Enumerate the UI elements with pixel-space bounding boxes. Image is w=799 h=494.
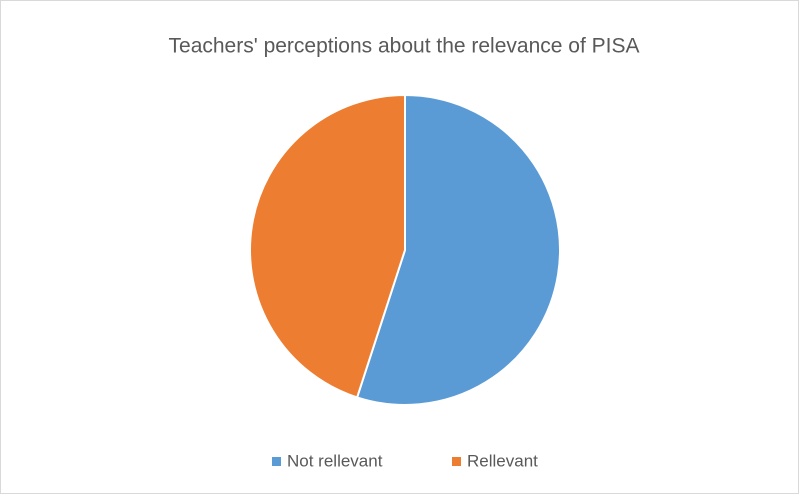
legend-swatch (452, 457, 461, 466)
pie-slice (355, 93, 561, 406)
pie-slice (249, 93, 406, 399)
legend-label: Not rellevant (287, 451, 383, 470)
legend-swatch (272, 457, 281, 466)
chart-title: Teachers' perceptions about the relevanc… (169, 35, 640, 58)
legend-label: Rellevant (467, 451, 538, 470)
